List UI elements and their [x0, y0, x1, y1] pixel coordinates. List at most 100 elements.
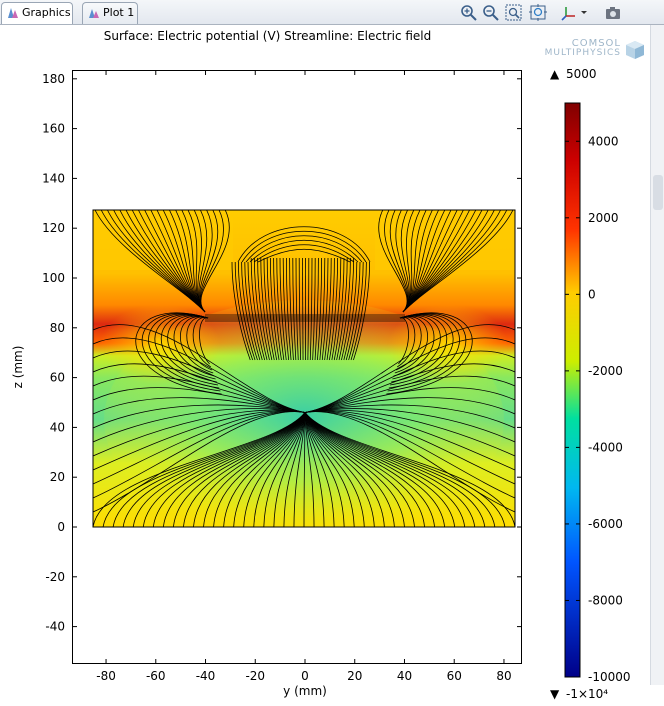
streamline — [93, 363, 306, 413]
image-snapshot-button[interactable] — [603, 3, 623, 22]
colorbar-tick-label: 0 — [588, 287, 596, 301]
streamline — [314, 257, 319, 361]
zoom-out-button[interactable] — [481, 3, 501, 22]
streamline — [304, 404, 515, 429]
streamline — [93, 409, 306, 457]
streamline — [304, 412, 385, 527]
streamline — [250, 257, 266, 361]
streamline — [160, 314, 217, 383]
streamline — [141, 313, 221, 392]
comsol-logo: COMSOL MULTIPHYSICS — [532, 38, 647, 62]
streamline — [336, 257, 348, 361]
streamline — [132, 412, 306, 527]
streamline — [273, 257, 282, 361]
streamlines-group — [93, 210, 515, 527]
x-tick-label: 40 — [397, 669, 412, 683]
streamline — [304, 411, 515, 513]
streamline — [304, 410, 515, 471]
vertical-scrollbar[interactable] — [650, 25, 664, 685]
streamline — [93, 410, 306, 471]
streamline — [304, 412, 415, 527]
logo-line-1: COMSOL — [571, 38, 621, 49]
streamline — [378, 210, 408, 313]
streamline — [326, 257, 335, 361]
editor-tab-bar: Graphics Plot 1 — [0, 0, 664, 25]
tab-plot-1[interactable]: Plot 1 — [82, 2, 138, 24]
colorbar-gradient — [564, 102, 581, 678]
streamline — [304, 412, 335, 527]
streamline — [243, 412, 306, 527]
zoom-extents-icon — [529, 4, 547, 21]
streamline — [289, 257, 294, 361]
zoom-in-button[interactable] — [459, 3, 479, 22]
streamline — [345, 261, 361, 361]
colorbar-max-symbol: ▲ — [550, 67, 560, 81]
streamline — [293, 412, 306, 527]
streamline — [304, 412, 466, 527]
streamline — [324, 257, 332, 361]
y-tick-label: 120 — [42, 221, 65, 235]
streamline — [353, 261, 370, 361]
streamline — [241, 261, 258, 361]
streamline — [312, 257, 316, 361]
colorbar-tick-label: 2000 — [588, 211, 619, 225]
streamline — [247, 261, 263, 361]
streamline — [257, 257, 270, 361]
logo-cube-icon — [626, 41, 644, 59]
streamline — [304, 412, 375, 527]
axis-orientation-icon — [561, 7, 575, 21]
streamline — [183, 412, 306, 527]
plot-axes-frame[interactable] — [72, 70, 522, 664]
streamline — [203, 412, 306, 527]
streamline — [338, 257, 351, 361]
streamline — [386, 312, 473, 395]
streamline — [93, 410, 306, 485]
streamline — [253, 412, 306, 527]
streamline — [321, 257, 329, 361]
streamline — [282, 257, 290, 361]
streamline — [393, 315, 435, 377]
streamline — [319, 257, 326, 361]
streamline — [304, 412, 456, 527]
streamline — [112, 412, 306, 527]
y-tick-label: 40 — [50, 420, 65, 434]
streamline — [253, 244, 355, 263]
plot-icon — [89, 9, 99, 18]
plot-svg[interactable]: -80 -60 -40 -20 0 20 40 60 80 180 160 140 120 100 80 6… — [0, 0, 650, 706]
zoom-box-button[interactable] — [504, 3, 524, 22]
streamline — [304, 412, 446, 527]
x-tick-label: -20 — [245, 669, 265, 683]
scrollbar-thumb[interactable] — [653, 175, 663, 210]
axis-orientation-button[interactable] — [560, 3, 580, 22]
axis-orientation-dropdown[interactable] — [578, 3, 590, 22]
camera-icon — [606, 7, 620, 19]
streamline — [276, 257, 285, 361]
streamline — [279, 257, 287, 361]
streamline — [304, 397, 515, 415]
streamline — [304, 412, 315, 527]
streamline — [317, 257, 322, 361]
dropdown-arrow-icon — [581, 11, 587, 14]
x-tick-label: -80 — [96, 669, 116, 683]
streamline — [389, 314, 454, 386]
zoom-out-icon — [483, 5, 499, 21]
zoom-extents-button[interactable] — [528, 3, 548, 22]
streamline — [93, 397, 306, 415]
streamline — [154, 314, 219, 386]
y-tick-label: 60 — [50, 371, 65, 385]
y-tick-label: 160 — [42, 122, 65, 136]
streamline — [270, 257, 280, 361]
streamline — [307, 257, 310, 361]
streamline — [341, 257, 354, 361]
streamline — [392, 315, 441, 380]
streamline — [200, 210, 230, 313]
y-tick-label: 80 — [50, 321, 65, 335]
streamline — [266, 257, 278, 361]
streamline — [179, 316, 214, 374]
tab-graphics[interactable]: Graphics — [1, 2, 73, 24]
x-axis: -80 -60 -40 -20 0 20 40 60 80 — [96, 70, 512, 683]
streamline — [162, 412, 306, 527]
streamline — [304, 412, 395, 527]
streamline — [93, 350, 306, 413]
y-tick-label: 180 — [42, 72, 65, 86]
